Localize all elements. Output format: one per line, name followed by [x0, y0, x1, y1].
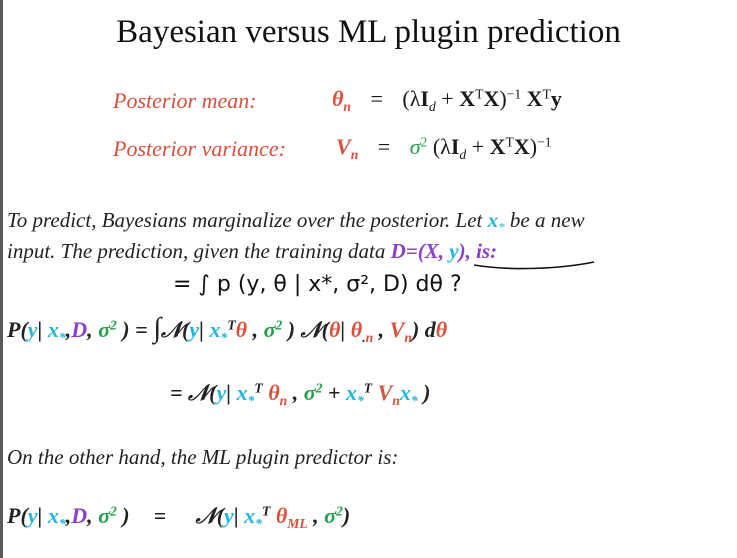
- posterior-mean-label: Posterior mean:: [113, 88, 257, 113]
- posterior-variance-formula: Vn = σ2 (λId + XTX)−1: [336, 134, 552, 162]
- slide-title: Bayesian versus ML plugin prediction: [116, 14, 621, 50]
- intro-line-1: To predict, Bayesians marginalize over t…: [7, 208, 585, 235]
- ml-intro-text: On the other hand, the ML plugin predict…: [7, 445, 399, 469]
- ml-plugin-formula: P(y| x*,D, σ2 ) = 𝒩(y| x*T θML , σ2): [7, 503, 351, 531]
- screen-edge: [0, 0, 3, 558]
- handwritten-annotation: = ∫ p (y, θ | x*, σ², D) dθ ?: [173, 272, 462, 297]
- posterior-variance-label: Posterior variance:: [113, 136, 286, 161]
- posterior-mean-formula: θn = (λId + XTX)−1 XTy: [332, 86, 562, 114]
- handwritten-underline: [473, 261, 595, 270]
- bayesian-predictive-formula: P(y| x*,D, σ2 ) = ∫𝒩(y| x*Tθ , σ2 ) 𝒩(θ|…: [7, 313, 448, 345]
- bayesian-predictive-result: = 𝒩(y| x*T θn , σ2 + x*T Vnx* ): [170, 380, 431, 408]
- intro-line-2: input. The prediction, given the trainin…: [7, 239, 498, 263]
